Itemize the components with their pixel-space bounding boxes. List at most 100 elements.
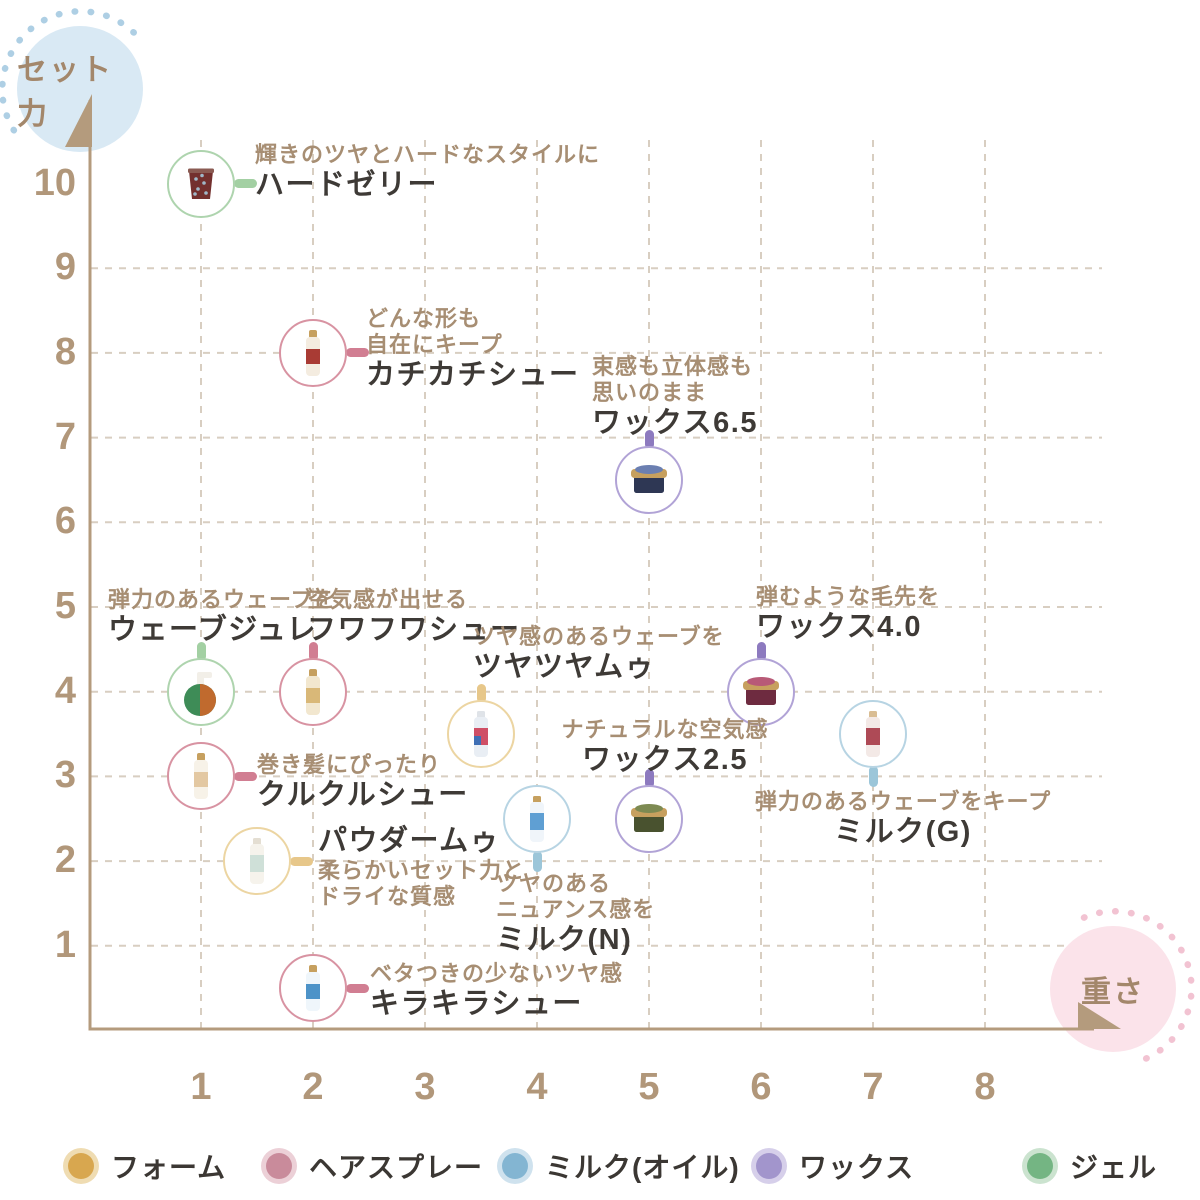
product-caption: 弾むような毛先を [756, 583, 941, 609]
product-caption: 輝きのツヤとハードなスタイルに [255, 141, 601, 167]
product-caption: 空気感が出せる [307, 586, 469, 612]
product-jar-icon [188, 168, 214, 199]
product-caption: ドライな質感 [318, 884, 457, 910]
product-bottle-icon [250, 838, 264, 885]
x-tick-2: 2 [302, 1066, 324, 1108]
product-name: クルクルシュー [257, 779, 469, 812]
y-tick-9: 9 [54, 246, 76, 289]
label-connector [756, 641, 766, 661]
legend-item-foam: フォーム [68, 1146, 226, 1186]
product-name: ハードゼリー [255, 168, 439, 201]
label-connector [234, 771, 257, 781]
product-name: キラキラシュー [370, 988, 583, 1021]
product-caption: 弾力のあるウェーブをキープ [754, 789, 1052, 815]
x-axis-label: 重さ [1081, 976, 1145, 1009]
product-point-wax-6[interactable] [727, 657, 795, 726]
product-bottle-icon [530, 795, 544, 842]
product-point-wax-2[interactable] [615, 445, 683, 514]
product-point-wax-9[interactable] [615, 784, 683, 853]
y-tick-7: 7 [54, 415, 76, 458]
product-caption: ベタつきの少ないツヤ感 [370, 961, 624, 987]
legend-dot-foam-icon [68, 1153, 94, 1179]
y-tick-8: 8 [54, 330, 76, 373]
label-connector [644, 429, 654, 449]
label-connector [196, 641, 206, 661]
x-tick-4: 4 [526, 1066, 548, 1108]
legend-label: ジェル [1070, 1152, 1158, 1183]
product-caption: ツヤ感のあるウェーブを [473, 624, 725, 650]
product-caption: ニュアンス感を [496, 896, 656, 922]
product-name: ワックス2.5 [582, 743, 748, 776]
product-point-foam-5[interactable] [447, 700, 515, 769]
product-name: フワフワシュー [307, 613, 521, 646]
product-name: ワックス4.0 [756, 610, 922, 643]
product-spray-icon [306, 329, 320, 376]
product-bottle-icon [866, 711, 880, 758]
product-point-foam-11[interactable] [223, 827, 291, 896]
y-tick-1: 1 [54, 923, 76, 966]
x-axis-label-bubble: 重さ [1050, 926, 1176, 1052]
product-caption: ツヤのある [496, 870, 612, 896]
product-caption: 自在にキープ [366, 331, 503, 357]
product-pump-bottle-icon [184, 671, 216, 716]
product-point-spray-4[interactable] [279, 657, 347, 726]
product-point-spray-8[interactable] [167, 742, 235, 811]
product-caption: 思いのまま [592, 379, 708, 405]
product-tin-icon [631, 464, 667, 493]
product-point-milk-10[interactable] [503, 784, 571, 853]
product-name: ツヤツヤムゥ [473, 651, 656, 684]
product-caption: 巻き髪にぴったり [257, 752, 442, 778]
legend-label: ワックス [799, 1152, 915, 1183]
label-connector [346, 983, 369, 993]
legend-label: ミルク(オイル) [545, 1152, 740, 1183]
product-caption: ナチュラルな空気感 [561, 716, 769, 742]
legend-dot-milk-icon [502, 1153, 528, 1179]
product-label: 巻き髪にぴったり クルクルシュー [257, 752, 469, 812]
label-connector [532, 850, 542, 872]
x-tick-5: 5 [638, 1066, 660, 1108]
legend-dot-gel-icon [1027, 1153, 1053, 1179]
legend-dot-wax-icon [756, 1153, 782, 1179]
product-tin-icon [743, 676, 779, 705]
product-caption: 束感も立体感も [592, 353, 754, 379]
y-tick-3: 3 [54, 754, 76, 797]
product-spray-icon [194, 753, 208, 800]
x-tick-1: 1 [190, 1066, 212, 1108]
label-connector [308, 641, 318, 661]
x-tick-7: 7 [862, 1066, 884, 1108]
product-point-spray-1[interactable] [279, 318, 347, 387]
x-tick-6: 6 [750, 1066, 772, 1108]
product-label: 空気感が出せる フワフワシュー [307, 587, 521, 647]
product-name: パウダームゥ [318, 825, 501, 858]
legend-item-gel: ジェル [1027, 1146, 1157, 1186]
legend-label: フォーム [111, 1152, 227, 1183]
product-point-gel-0[interactable] [167, 149, 235, 218]
y-axis-label: セット力 [17, 54, 113, 131]
label-connector [234, 179, 257, 188]
label-connector [868, 766, 878, 788]
y-tick-2: 2 [54, 839, 76, 882]
legend-item-wax: ワックス [756, 1146, 914, 1186]
x-tick-8: 8 [974, 1066, 996, 1108]
label-connector [644, 768, 654, 788]
product-label: 弾力のあるウェーブを ウェーブジュレ [108, 587, 337, 647]
legend-item-milk: ミルク(オイル) [502, 1146, 740, 1186]
x-tick-3: 3 [414, 1066, 436, 1108]
product-label: ナチュラルな空気感 ワックス2.5 [561, 717, 768, 777]
product-point-gel-3[interactable] [167, 657, 235, 726]
product-label: ツヤのある ニュアンス感を ミルク(N) [496, 871, 655, 957]
y-tick-4: 4 [54, 669, 76, 712]
product-name: カチカチシュー [366, 358, 580, 391]
product-caption: 柔らかいセット力と [318, 858, 526, 884]
product-label: 束感も立体感も 思いのまま ワックス6.5 [592, 354, 758, 440]
legend-dot-spray-icon [266, 1153, 292, 1179]
legend-label: ヘアスプレー [309, 1152, 484, 1183]
product-caption: どんな形も [366, 305, 482, 331]
product-label: 弾むような毛先を ワックス4.0 [756, 584, 940, 644]
product-point-spray-12[interactable] [279, 954, 347, 1023]
product-point-milk-7[interactable] [839, 700, 907, 769]
